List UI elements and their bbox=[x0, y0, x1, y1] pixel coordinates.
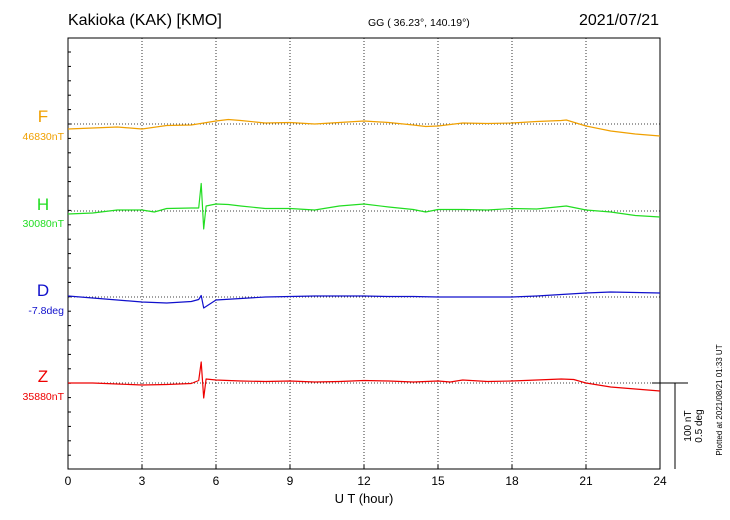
baseline-label-h: 30080nT bbox=[22, 218, 64, 230]
plot-date: 2021/07/21 bbox=[579, 12, 660, 29]
plotted-at-note: Plotted at 2021/08/21 01:33 UT bbox=[715, 344, 724, 455]
x-tick-label: 3 bbox=[139, 474, 146, 488]
x-tick-label: 24 bbox=[653, 474, 667, 488]
scale-deg-label: 0.5 deg bbox=[694, 409, 705, 442]
x-tick-label: 9 bbox=[287, 474, 294, 488]
baseline-label-z: 35880nT bbox=[22, 391, 64, 403]
series-line-h bbox=[67, 182, 661, 230]
baseline-label-d: -7.8deg bbox=[28, 305, 64, 317]
series-name-z: Z bbox=[37, 367, 49, 386]
series-name-h: H bbox=[36, 195, 50, 214]
x-tick-label: 6 bbox=[213, 474, 220, 488]
x-tick-label: 18 bbox=[505, 474, 519, 488]
series-name-f: F bbox=[37, 107, 49, 126]
station-title: Kakioka (KAK) [KMO] bbox=[68, 12, 222, 29]
x-tick-label: 21 bbox=[579, 474, 593, 488]
scale-nt-label: 100 nT bbox=[683, 410, 694, 441]
series-line-f bbox=[67, 118, 661, 137]
series-line-z bbox=[68, 361, 661, 399]
baseline-label-f: 46830nT bbox=[22, 131, 64, 143]
series-line-d bbox=[67, 291, 661, 309]
station-coords: GG ( 36.23°, 140.19°) bbox=[368, 17, 470, 29]
series-name-d: D bbox=[36, 281, 50, 300]
x-axis-label: U T (hour) bbox=[335, 491, 394, 506]
x-tick-label: 0 bbox=[65, 474, 72, 488]
x-tick-label: 12 bbox=[357, 474, 371, 488]
x-tick-label: 15 bbox=[431, 474, 445, 488]
